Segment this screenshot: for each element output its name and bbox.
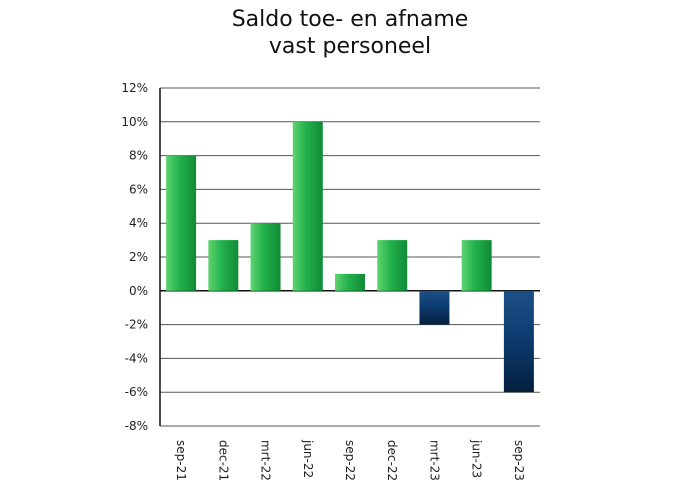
x-tick-label: jun-22 [301, 439, 315, 478]
bar-jun-22 [292, 121, 323, 291]
x-tick-label: jun-23 [470, 439, 484, 478]
bar-mrt-22 [250, 223, 281, 291]
x-tick-label: mrt-22 [259, 440, 273, 481]
x-axis-category-labels: sep-21 dec-21 mrt-22 jun-22 sep-22 dec-22 mrt-… [174, 439, 526, 481]
x-tick-label: sep-21 [174, 440, 188, 481]
y-tick-label: -2% [125, 318, 148, 332]
x-tick-label: dec-21 [216, 440, 230, 481]
chart-title: Saldo toe- en afname vast personeel [0, 6, 700, 60]
y-tick-label: -6% [125, 385, 148, 399]
bar-jun-23 [461, 240, 492, 291]
y-tick-label: 12% [121, 81, 148, 95]
y-tick-label: 6% [129, 182, 148, 196]
bar-sep-22 [335, 273, 365, 291]
x-tick-label: sep-22 [343, 440, 357, 481]
bar-sep-23 [503, 290, 534, 393]
bar-sep-21 [166, 155, 197, 291]
bar-dec-21 [208, 240, 239, 291]
y-tick-label: 10% [121, 115, 148, 129]
y-tick-label: 4% [129, 216, 148, 230]
x-tick-label: mrt-23 [427, 440, 441, 481]
bar-mrt-23 [419, 290, 450, 325]
x-tick-label: sep-23 [512, 440, 526, 481]
y-tick-label: 0% [129, 284, 148, 298]
x-tick-label: dec-22 [385, 440, 399, 481]
y-axis-tick-labels: 12% 10% 8% 6% 4% 2% 0% -2% -4% -6% -8% [121, 81, 148, 433]
bars [166, 121, 534, 393]
y-tick-label: 2% [129, 250, 148, 264]
y-tick-label: 8% [129, 149, 148, 163]
y-tick-label: -8% [125, 419, 148, 433]
chart-title-line-2: vast personeel [268, 34, 432, 59]
bar-dec-22 [377, 240, 408, 291]
chart-title-line-1: Saldo toe- en afname [231, 7, 469, 32]
y-tick-label: -4% [125, 351, 148, 365]
